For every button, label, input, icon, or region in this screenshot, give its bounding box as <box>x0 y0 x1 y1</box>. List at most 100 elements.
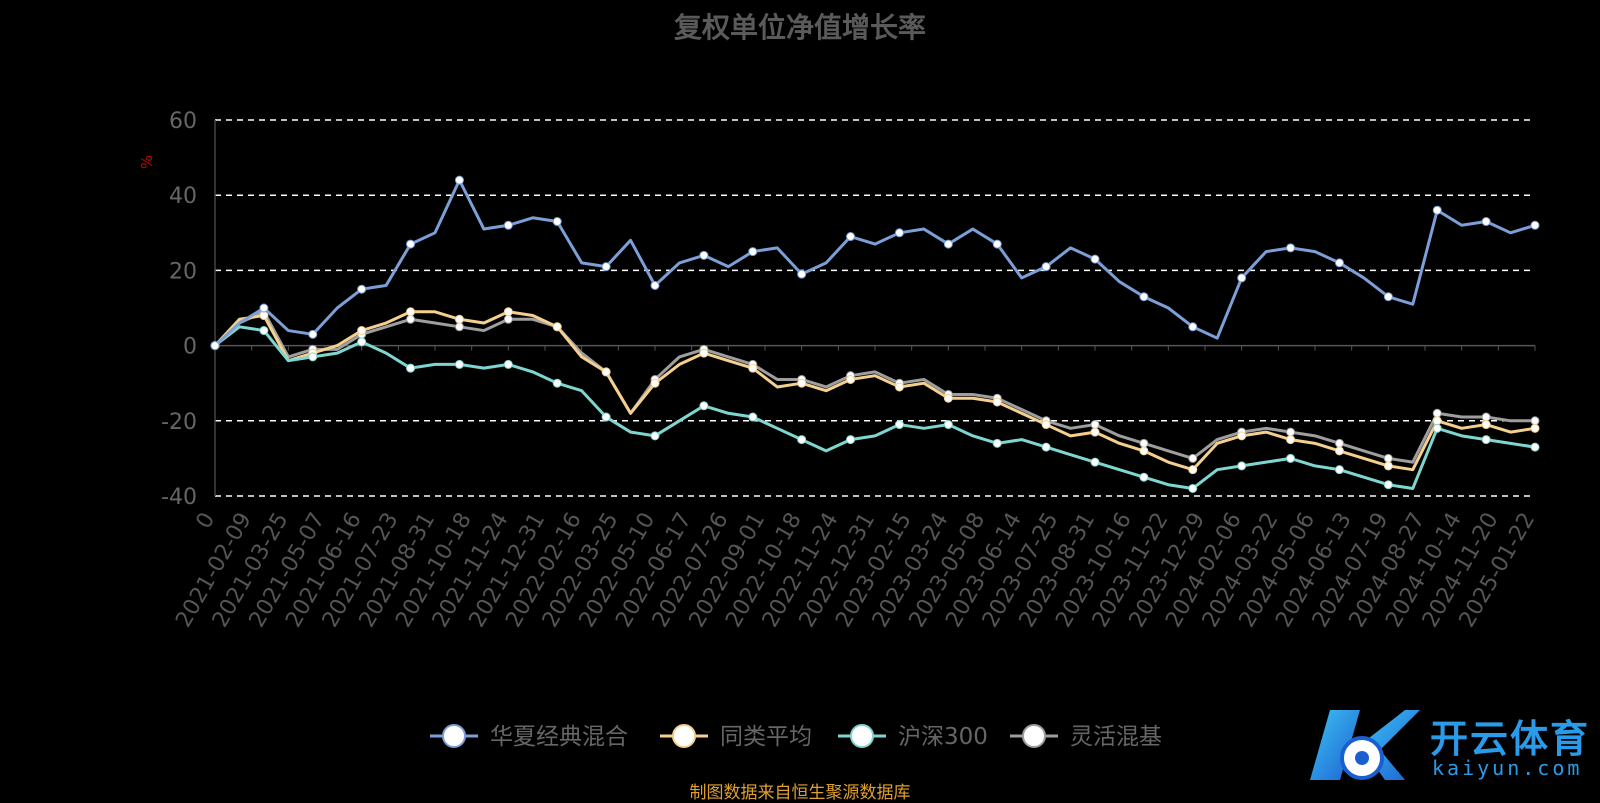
data-point <box>1334 438 1344 448</box>
data-point <box>1188 453 1198 463</box>
data-point <box>1481 420 1491 430</box>
data-point <box>1090 457 1100 467</box>
data-point <box>1139 446 1149 456</box>
y-tick-label: -20 <box>161 410 197 435</box>
data-point <box>1090 420 1100 430</box>
y-tick-label: 0 <box>183 335 197 360</box>
legend-label: 华夏经典混合 <box>490 724 628 750</box>
data-point <box>1530 423 1540 433</box>
data-point <box>650 280 660 290</box>
legend-label: 沪深300 <box>898 724 988 750</box>
data-point <box>1188 465 1198 475</box>
data-point <box>1432 423 1442 433</box>
data-point <box>601 367 611 377</box>
data-point <box>1481 435 1491 445</box>
data-point <box>846 232 856 242</box>
data-point <box>1188 322 1198 332</box>
data-point <box>1237 431 1247 441</box>
data-point <box>1041 442 1051 452</box>
data-point <box>1188 483 1198 493</box>
data-point <box>1530 220 1540 230</box>
data-point <box>992 239 1002 249</box>
legend: 华夏经典混合 同类平均 沪深300 灵活混基 <box>430 724 1162 750</box>
data-point <box>1286 427 1296 437</box>
data-point <box>1383 461 1393 471</box>
data-point <box>259 311 269 321</box>
data-point <box>406 314 416 324</box>
axis-layer: 6040200-20-40%02021-02-092021-03-252021-… <box>138 109 1540 632</box>
data-point <box>1432 205 1442 215</box>
data-point <box>552 322 562 332</box>
data-point <box>503 307 513 317</box>
data-point <box>894 228 904 238</box>
data-point <box>894 420 904 430</box>
series-line <box>213 178 1536 347</box>
data-point <box>259 303 269 313</box>
data-point <box>503 220 513 230</box>
legend-label: 同类平均 <box>720 724 812 750</box>
data-point <box>943 239 953 249</box>
y-tick-label: 20 <box>169 259 197 284</box>
data-point <box>1041 420 1051 430</box>
data-point <box>797 378 807 388</box>
data-point <box>1090 254 1100 264</box>
data-point <box>650 431 660 441</box>
data-point <box>846 374 856 384</box>
data-point <box>1383 292 1393 302</box>
legend-swatch-marker <box>1022 724 1046 748</box>
x-tick-label: 0 <box>192 509 221 534</box>
grid-layer <box>215 119 1535 497</box>
data-point <box>1383 453 1393 463</box>
data-point <box>601 262 611 272</box>
data-point <box>1041 262 1051 272</box>
data-point <box>406 363 416 373</box>
watermark-name: 开云体育 <box>1430 717 1591 761</box>
data-point <box>357 326 367 336</box>
data-point <box>1481 412 1491 422</box>
data-point <box>748 412 758 422</box>
data-point <box>748 363 758 373</box>
data-point <box>699 348 709 358</box>
data-point <box>357 284 367 294</box>
data-point <box>1237 461 1247 471</box>
data-point <box>1481 217 1491 227</box>
data-point <box>357 337 367 347</box>
data-point <box>1383 480 1393 490</box>
data-point <box>1090 427 1100 437</box>
data-point <box>699 401 709 411</box>
legend-swatch-marker <box>672 724 696 748</box>
data-point <box>943 420 953 430</box>
data-point <box>503 314 513 324</box>
series-line <box>213 310 1536 472</box>
y-tick-label: 60 <box>169 109 197 134</box>
series-line <box>213 310 1535 464</box>
data-point <box>1334 446 1344 456</box>
data-point <box>1530 442 1540 452</box>
data-point <box>748 247 758 257</box>
data-point <box>210 341 220 351</box>
chart-title: 复权单位净值增长率 <box>673 11 926 44</box>
data-point <box>650 378 660 388</box>
data-point <box>1334 465 1344 475</box>
watermark-url: kaiyun.com <box>1432 756 1583 780</box>
data-point <box>1334 258 1344 268</box>
data-point <box>797 435 807 445</box>
y-axis-label: % <box>138 155 156 169</box>
data-point <box>454 322 464 332</box>
data-point <box>1286 453 1296 463</box>
data-point <box>503 359 513 369</box>
data-point <box>454 359 464 369</box>
data-point <box>454 314 464 324</box>
data-point <box>846 435 856 445</box>
data-point <box>259 326 269 336</box>
series-layer <box>210 175 1540 493</box>
data-point <box>1237 273 1247 283</box>
data-point <box>992 397 1002 407</box>
data-point <box>308 329 318 339</box>
data-point <box>406 307 416 317</box>
data-point <box>406 239 416 249</box>
data-point <box>601 412 611 422</box>
data-point <box>1139 438 1149 448</box>
source-note: 制图数据来自恒生聚源数据库 <box>689 783 911 803</box>
